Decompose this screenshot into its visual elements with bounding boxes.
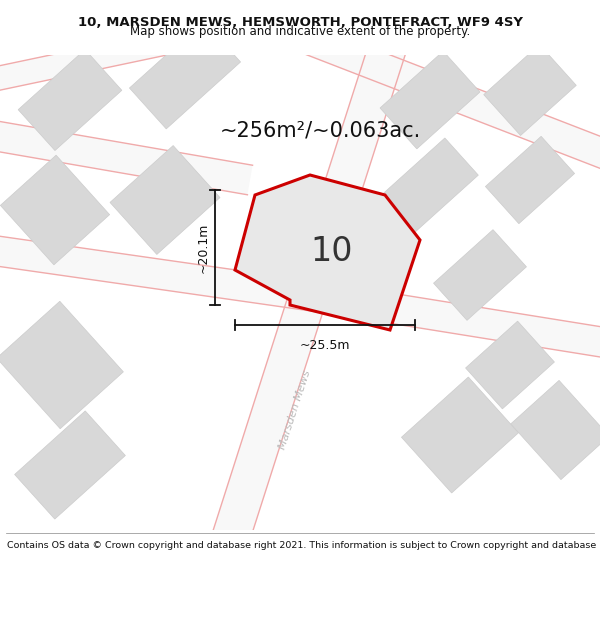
Polygon shape <box>212 34 408 546</box>
Polygon shape <box>382 138 478 232</box>
Polygon shape <box>485 136 575 224</box>
Polygon shape <box>434 229 526 321</box>
Polygon shape <box>130 21 241 129</box>
Polygon shape <box>0 235 342 315</box>
Polygon shape <box>484 44 576 136</box>
Text: ~25.5m: ~25.5m <box>300 339 350 352</box>
Polygon shape <box>14 411 125 519</box>
Polygon shape <box>0 120 253 195</box>
Polygon shape <box>110 146 220 254</box>
Polygon shape <box>1 155 110 265</box>
Text: 10: 10 <box>311 235 353 268</box>
Text: 10, MARSDEN MEWS, HEMSWORTH, PONTEFRACT, WF9 4SY: 10, MARSDEN MEWS, HEMSWORTH, PONTEFRACT,… <box>77 16 523 29</box>
Text: ~256m²/~0.063ac.: ~256m²/~0.063ac. <box>220 120 421 140</box>
Text: Map shows position and indicative extent of the property.: Map shows position and indicative extent… <box>130 26 470 39</box>
Polygon shape <box>401 377 518 493</box>
Polygon shape <box>338 285 600 360</box>
Polygon shape <box>511 381 600 479</box>
Polygon shape <box>305 26 600 174</box>
Polygon shape <box>235 175 420 330</box>
Polygon shape <box>0 28 182 92</box>
Text: Contains OS data © Crown copyright and database right 2021. This information is : Contains OS data © Crown copyright and d… <box>7 541 600 551</box>
Polygon shape <box>0 301 124 429</box>
Polygon shape <box>466 321 554 409</box>
Polygon shape <box>18 49 122 151</box>
Polygon shape <box>380 51 480 149</box>
Text: Marsden Mews: Marsden Mews <box>277 369 313 451</box>
Text: ~20.1m: ~20.1m <box>197 222 209 272</box>
